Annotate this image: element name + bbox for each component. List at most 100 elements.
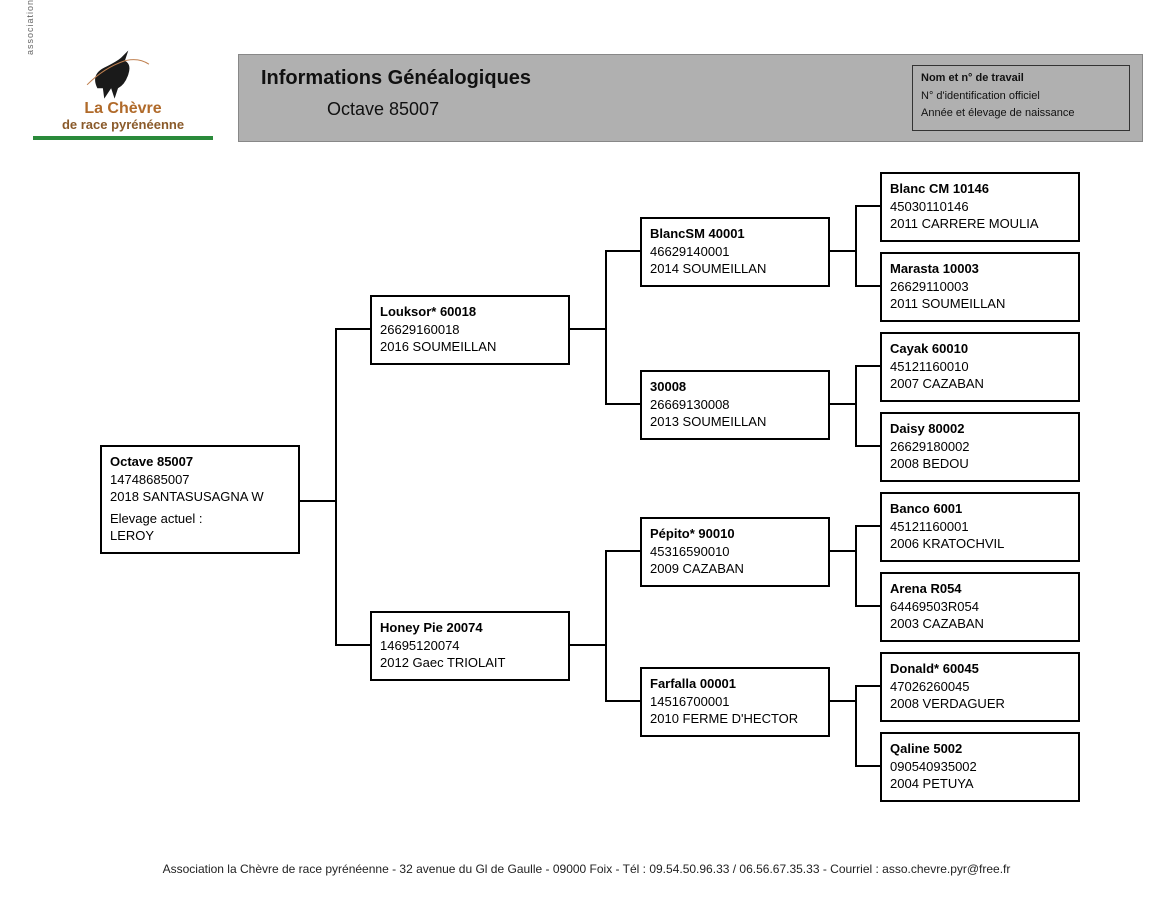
- ddd-origin: 2004 PETUYA: [890, 775, 1070, 793]
- ds-origin: 2009 CAZABAN: [650, 560, 820, 578]
- conn: [300, 500, 335, 502]
- conn: [855, 285, 880, 287]
- node-dsd: Arena R054 64469503R054 2003 CAZABAN: [880, 572, 1080, 642]
- logo-vertical-text: association: [25, 0, 35, 55]
- dds-name: Donald* 60045: [890, 660, 1070, 678]
- conn: [605, 550, 640, 552]
- sds-name: Cayak 60010: [890, 340, 1070, 358]
- sd-id: 26669130008: [650, 396, 820, 414]
- ssd-id: 26629110003: [890, 278, 1070, 296]
- ss-id: 46629140001: [650, 243, 820, 261]
- conn: [570, 328, 605, 330]
- sdd-name: Daisy 80002: [890, 420, 1070, 438]
- dd-name: Farfalla 00001: [650, 675, 820, 693]
- conn: [830, 403, 855, 405]
- node-dds: Donald* 60045 47026260045 2008 VERDAGUER: [880, 652, 1080, 722]
- logo-text: La Chèvre de race pyrénéenne: [62, 100, 184, 132]
- dds-id: 47026260045: [890, 678, 1070, 696]
- node-sire: Louksor* 60018 26629160018 2016 SOUMEILL…: [370, 295, 570, 365]
- conn: [830, 700, 855, 702]
- ss-name: BlancSM 40001: [650, 225, 820, 243]
- page-title: Informations Généalogiques: [261, 67, 531, 90]
- dss-name: Banco 6001: [890, 500, 1070, 518]
- conn: [855, 205, 880, 207]
- dam-origin: 2012 Gaec TRIOLAIT: [380, 654, 560, 672]
- logo: association La Chèvre de race pyrénéenne: [33, 45, 213, 140]
- ssd-name: Marasta 10003: [890, 260, 1070, 278]
- conn: [855, 525, 857, 607]
- conn: [855, 685, 880, 687]
- sire-name: Louksor* 60018: [380, 303, 560, 321]
- sire-id: 26629160018: [380, 321, 560, 339]
- conn: [855, 205, 857, 287]
- sdd-id: 26629180002: [890, 438, 1070, 456]
- subject-extra-label: Elevage actuel :: [110, 510, 290, 528]
- legend-line1: Nom et n° de travail: [921, 70, 1121, 88]
- sss-name: Blanc CM 10146: [890, 180, 1070, 198]
- node-sss: Blanc CM 10146 45030110146 2011 CARRERE …: [880, 172, 1080, 242]
- sdd-origin: 2008 BEDOU: [890, 455, 1070, 473]
- page: association La Chèvre de race pyrénéenne…: [0, 0, 1173, 902]
- ssd-origin: 2011 SOUMEILLAN: [890, 295, 1070, 313]
- subject-origin: 2018 SANTASUSAGNA W: [110, 488, 290, 506]
- conn: [855, 605, 880, 607]
- dss-origin: 2006 KRATOCHVIL: [890, 535, 1070, 553]
- legend-line2: N° d'identification officiel: [921, 88, 1121, 106]
- ss-origin: 2014 SOUMEILLAN: [650, 260, 820, 278]
- footer-text: Association la Chèvre de race pyrénéenne…: [0, 862, 1173, 876]
- dss-id: 45121160001: [890, 518, 1070, 536]
- dam-id: 14695120074: [380, 637, 560, 655]
- dds-origin: 2008 VERDAGUER: [890, 695, 1070, 713]
- conn: [830, 550, 855, 552]
- conn: [335, 644, 370, 646]
- logo-line2: de race pyrénéenne: [62, 117, 184, 132]
- node-sds: Cayak 60010 45121160010 2007 CAZABAN: [880, 332, 1080, 402]
- subject-id: 14748685007: [110, 471, 290, 489]
- conn: [335, 328, 370, 330]
- node-dam: Honey Pie 20074 14695120074 2012 Gaec TR…: [370, 611, 570, 681]
- conn: [605, 250, 607, 405]
- page-subject: Octave 85007: [327, 99, 439, 120]
- sds-id: 45121160010: [890, 358, 1070, 376]
- goat-icon: [83, 47, 153, 102]
- conn: [605, 403, 640, 405]
- sss-origin: 2011 CARRERE MOULIA: [890, 215, 1070, 233]
- node-ds: Pépito* 90010 45316590010 2009 CAZABAN: [640, 517, 830, 587]
- conn: [605, 250, 640, 252]
- legend-line3: Année et élevage de naissance: [921, 105, 1121, 123]
- conn: [335, 328, 337, 646]
- conn: [855, 525, 880, 527]
- header-bar: Informations Généalogiques Octave 85007 …: [238, 54, 1143, 142]
- dsd-id: 64469503R054: [890, 598, 1070, 616]
- conn: [855, 765, 880, 767]
- logo-line1: La Chèvre: [84, 100, 161, 117]
- subject-name: Octave 85007: [110, 453, 290, 471]
- sire-origin: 2016 SOUMEILLAN: [380, 338, 560, 356]
- sds-origin: 2007 CAZABAN: [890, 375, 1070, 393]
- ddd-name: Qaline 5002: [890, 740, 1070, 758]
- node-ssd: Marasta 10003 26629110003 2011 SOUMEILLA…: [880, 252, 1080, 322]
- conn: [855, 365, 857, 447]
- conn: [855, 445, 880, 447]
- ds-name: Pépito* 90010: [650, 525, 820, 543]
- conn: [605, 700, 640, 702]
- node-sd: 30008 26669130008 2013 SOUMEILLAN: [640, 370, 830, 440]
- dd-id: 14516700001: [650, 693, 820, 711]
- sd-origin: 2013 SOUMEILLAN: [650, 413, 820, 431]
- conn: [605, 550, 607, 702]
- dam-name: Honey Pie 20074: [380, 619, 560, 637]
- conn: [855, 685, 857, 767]
- node-dss: Banco 6001 45121160001 2006 KRATOCHVIL: [880, 492, 1080, 562]
- ds-id: 45316590010: [650, 543, 820, 561]
- node-subject: Octave 85007 14748685007 2018 SANTASUSAG…: [100, 445, 300, 554]
- conn: [830, 250, 855, 252]
- dd-origin: 2010 FERME D'HECTOR: [650, 710, 820, 728]
- node-ddd: Qaline 5002 090540935002 2004 PETUYA: [880, 732, 1080, 802]
- legend-box: Nom et n° de travail N° d'identification…: [912, 65, 1130, 131]
- conn: [570, 644, 605, 646]
- sss-id: 45030110146: [890, 198, 1070, 216]
- ddd-id: 090540935002: [890, 758, 1070, 776]
- node-dd: Farfalla 00001 14516700001 2010 FERME D'…: [640, 667, 830, 737]
- dsd-name: Arena R054: [890, 580, 1070, 598]
- conn: [855, 365, 880, 367]
